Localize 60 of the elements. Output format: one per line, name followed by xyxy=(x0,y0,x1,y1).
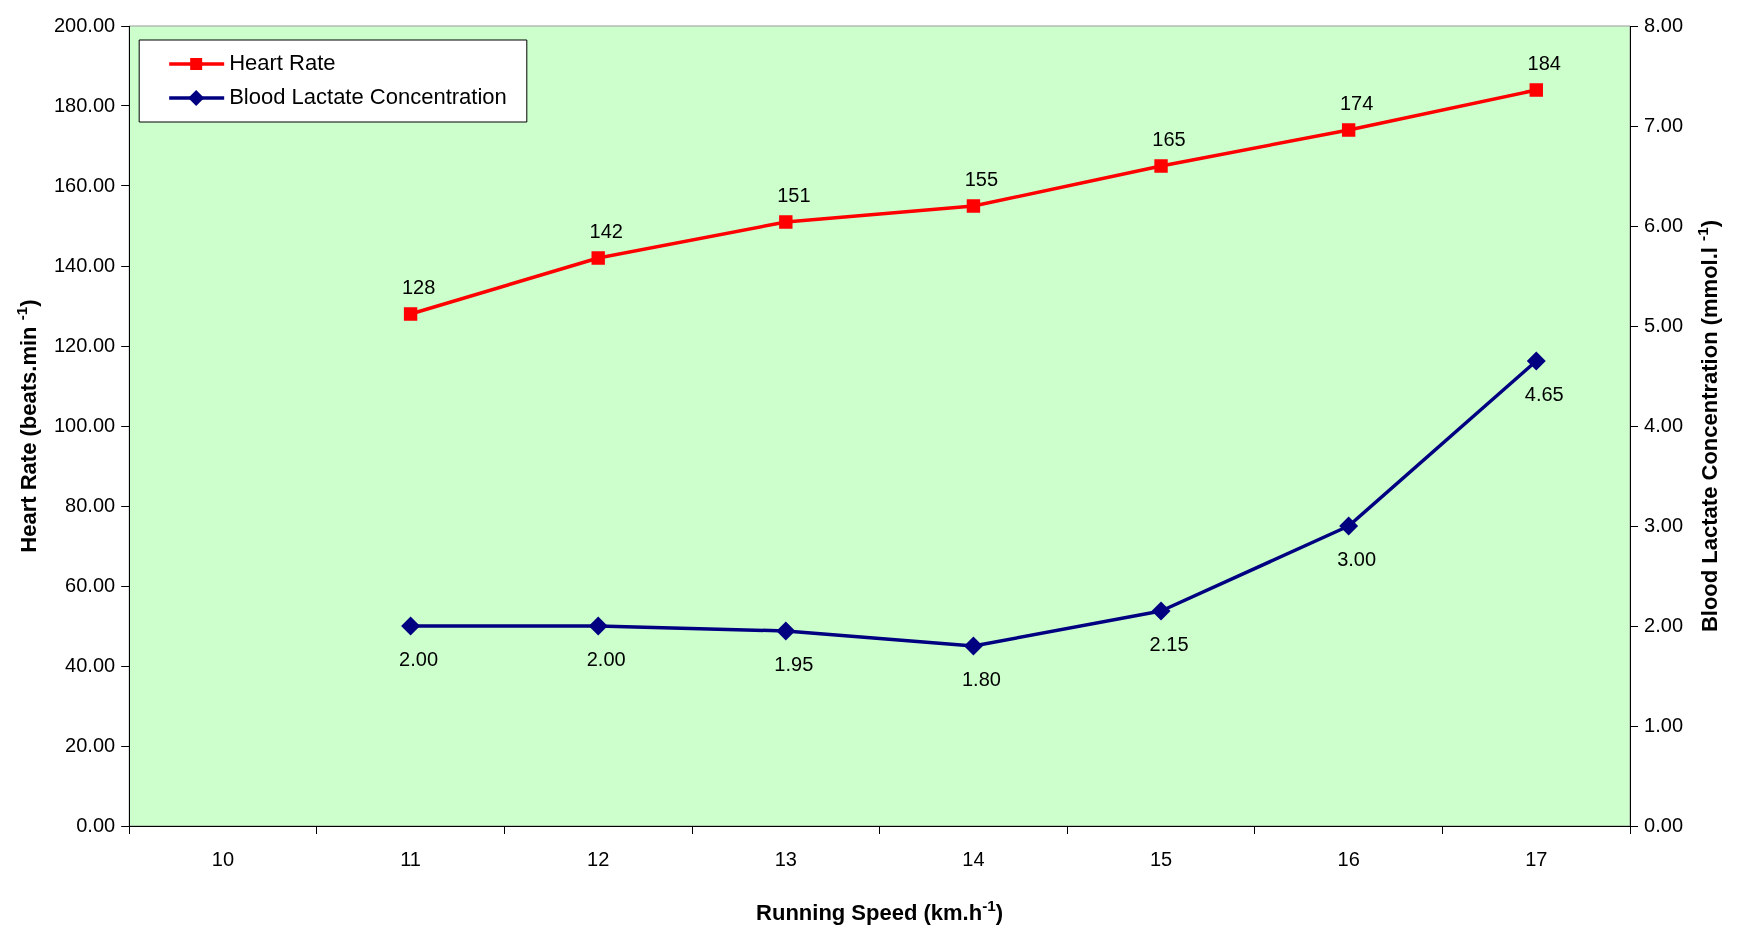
y2-tick-label: 8.00 xyxy=(1644,13,1684,36)
y2-tick-label: 7.00 xyxy=(1644,113,1684,136)
point xyxy=(779,215,793,229)
point xyxy=(1341,123,1356,137)
x-tick-label: 16 xyxy=(1337,847,1360,870)
y-tick-label: 0.00 xyxy=(76,813,116,836)
x-tick-label: 12 xyxy=(587,847,610,870)
y-tick-label: 140.00 xyxy=(54,253,116,276)
legend-label: Heart Rate xyxy=(229,50,336,76)
point xyxy=(964,637,983,655)
point xyxy=(403,307,418,321)
data-label: 184 xyxy=(1527,51,1561,74)
point xyxy=(1152,602,1170,620)
legend-label: Blood Lactate Concentration xyxy=(229,84,507,110)
data-label: 155 xyxy=(964,167,999,190)
point xyxy=(591,251,605,265)
data-label: 1.95 xyxy=(774,652,814,675)
y2-tick-label: 3.00 xyxy=(1644,513,1684,536)
data-label: 1.80 xyxy=(961,667,1001,690)
y-tick-label: 160.00 xyxy=(54,173,116,196)
point xyxy=(589,617,607,635)
point xyxy=(1527,352,1546,370)
x-tick-label: 15 xyxy=(1149,847,1173,870)
point xyxy=(777,622,795,640)
point xyxy=(1154,159,1168,173)
point xyxy=(401,617,420,635)
data-label: 2.00 xyxy=(586,647,626,670)
y-tick-label: 200.00 xyxy=(54,13,116,36)
data-label: 4.65 xyxy=(1524,382,1564,405)
data-label: 3.00 xyxy=(1337,547,1377,570)
y-tick-label: 40.00 xyxy=(65,653,116,676)
data-label: 174 xyxy=(1339,91,1374,114)
y-tick-label: 60.00 xyxy=(65,573,116,596)
y-axis-title: Heart Rate (beats.min -1) xyxy=(12,299,42,553)
x-tick-label: 13 xyxy=(774,847,797,870)
data-label: 2.15 xyxy=(1149,632,1189,655)
y2-tick-label: 4.00 xyxy=(1644,413,1684,436)
data-label: 165 xyxy=(1152,127,1186,150)
y2-tick-label: 0.00 xyxy=(1644,813,1684,836)
x-tick-label: 17 xyxy=(1525,847,1548,870)
data-label: 142 xyxy=(589,219,623,242)
x-tick-label: 11 xyxy=(400,847,421,870)
point xyxy=(1339,517,1358,535)
x-tick-label: 10 xyxy=(211,847,235,870)
y2-tick-label: 5.00 xyxy=(1644,313,1684,336)
y2-tick-label: 2.00 xyxy=(1644,613,1684,636)
point xyxy=(966,199,981,213)
point xyxy=(1529,83,1543,97)
y2-axis-title: Blood Lactate Concentration (mmol.l -1) xyxy=(1693,219,1723,633)
y-tick-label: 80.00 xyxy=(65,493,116,516)
y-tick-label: 100.00 xyxy=(54,413,116,436)
y-tick-label: 20.00 xyxy=(65,733,116,756)
x-tick-label: 14 xyxy=(962,847,985,870)
y2-tick-label: 6.00 xyxy=(1644,213,1684,236)
data-label: 151 xyxy=(777,183,811,206)
data-label: 2.00 xyxy=(399,647,439,670)
y2-tick-label: 1.00 xyxy=(1644,713,1684,736)
y-tick-label: 180.00 xyxy=(54,93,116,116)
y-tick-label: 120.00 xyxy=(54,333,116,356)
data-label: 128 xyxy=(401,275,436,298)
